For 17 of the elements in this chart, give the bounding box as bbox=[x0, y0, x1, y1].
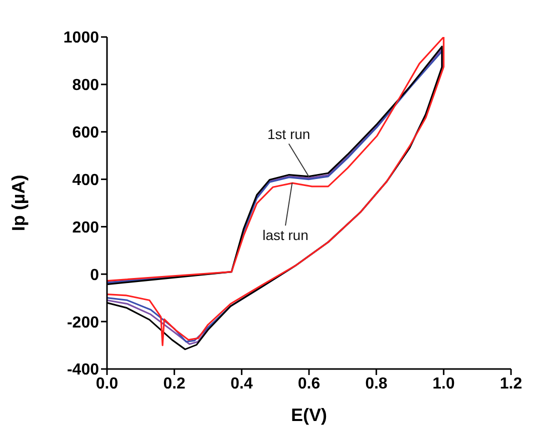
y-tick-label: 400 bbox=[72, 172, 100, 189]
y-tick-label: 600 bbox=[72, 124, 100, 142]
y-tick-label: 1000 bbox=[63, 30, 100, 47]
y-axis-title: Ip (µA) bbox=[8, 174, 28, 232]
y-tick-label: -200 bbox=[66, 314, 100, 332]
x-axis-title: E(V) bbox=[291, 405, 328, 425]
x-tick-label: 0.6 bbox=[298, 375, 320, 392]
annotation: 1st run bbox=[267, 126, 310, 142]
x-tick-label: 0.4 bbox=[230, 375, 253, 392]
annotation: last run bbox=[262, 226, 308, 243]
y-tick-label: 0 bbox=[90, 266, 100, 284]
x-tick-label: 1.2 bbox=[500, 375, 522, 392]
x-tick-label: 0.8 bbox=[365, 375, 388, 392]
x-tick-label: 0.2 bbox=[163, 375, 186, 392]
y-tick-label: 200 bbox=[72, 219, 100, 236]
x-tick-label: 1.0 bbox=[432, 375, 455, 392]
y-tick-label: 800 bbox=[72, 77, 100, 94]
